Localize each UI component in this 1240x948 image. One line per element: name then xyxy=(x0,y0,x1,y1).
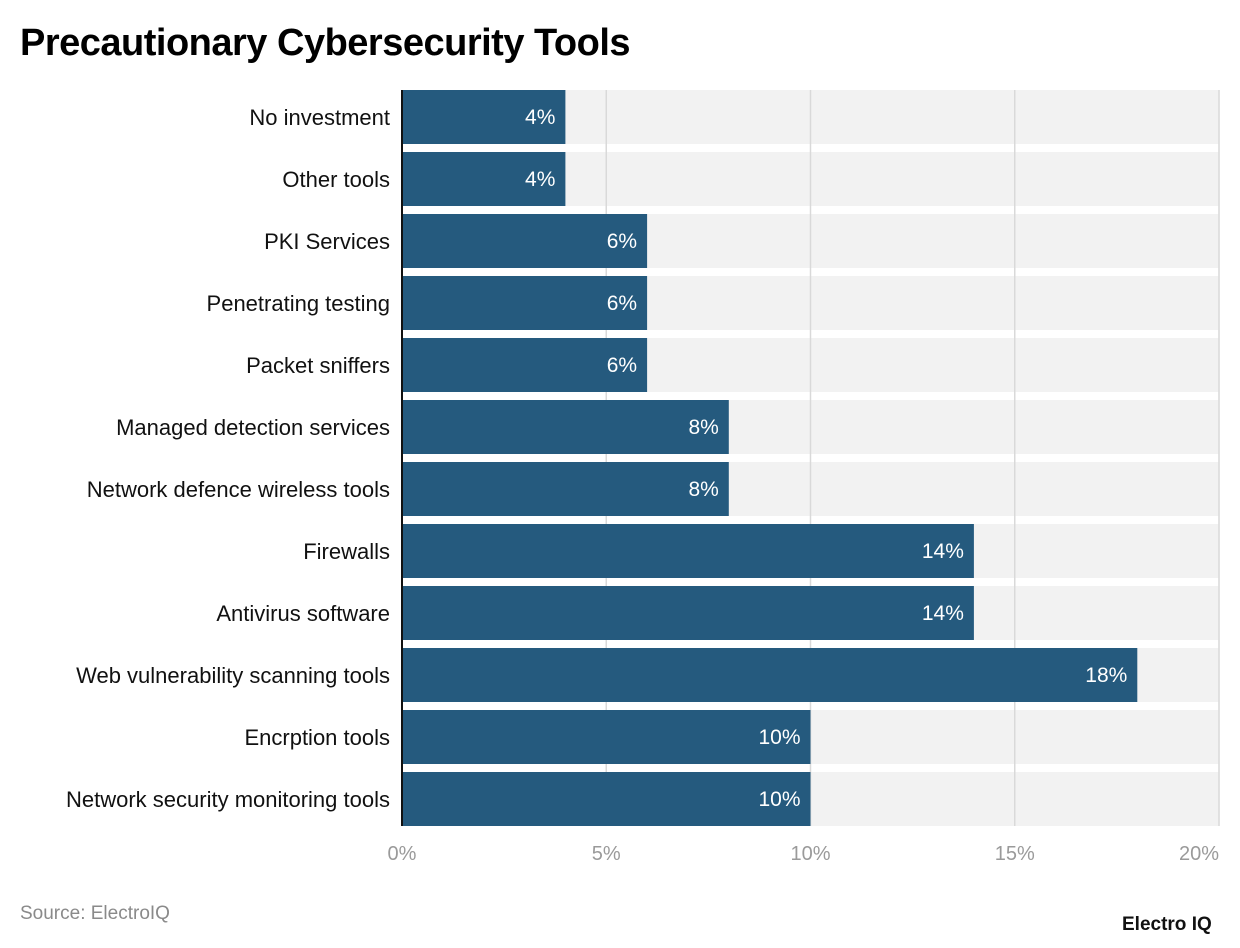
data-label: 8% xyxy=(688,478,718,501)
data-label: 4% xyxy=(525,168,555,191)
category-label: No investment xyxy=(249,105,390,130)
bar xyxy=(402,400,729,454)
chart-title: Precautionary Cybersecurity Tools xyxy=(20,22,631,64)
category-label: Antivirus software xyxy=(216,601,390,626)
category-label: Penetrating testing xyxy=(207,291,390,316)
data-label: 4% xyxy=(525,106,555,129)
category-label: Network defence wireless tools xyxy=(87,477,390,502)
data-label: 10% xyxy=(758,788,800,811)
x-tick-label: 5% xyxy=(592,843,621,865)
category-label: Packet sniffers xyxy=(246,353,390,378)
electroiq-logo: Electro IQ xyxy=(1122,914,1212,935)
category-label: Managed detection services xyxy=(116,415,390,440)
category-label: Firewalls xyxy=(303,539,390,564)
data-label: 14% xyxy=(922,540,964,563)
category-label: PKI Services xyxy=(264,229,390,254)
bar xyxy=(402,586,974,640)
bar xyxy=(402,276,648,330)
bar xyxy=(402,772,811,826)
data-label: 14% xyxy=(922,602,964,625)
data-label: 6% xyxy=(607,230,637,253)
category-label: Other tools xyxy=(282,167,390,192)
data-label: 10% xyxy=(758,726,800,749)
category-label: Network security monitoring tools xyxy=(66,787,390,812)
bar xyxy=(402,90,566,144)
x-tick-label: 0% xyxy=(388,843,417,865)
data-label: 6% xyxy=(607,292,637,315)
bar xyxy=(402,648,1138,702)
category-label: Web vulnerability scanning tools xyxy=(76,663,390,688)
bar xyxy=(402,152,566,206)
data-label: 8% xyxy=(688,416,718,439)
data-label: 18% xyxy=(1085,664,1127,687)
bar xyxy=(402,214,648,268)
x-tick-label: 10% xyxy=(790,843,830,865)
bar xyxy=(402,710,811,764)
category-label: Encrption tools xyxy=(244,725,390,750)
x-tick-label: 15% xyxy=(995,843,1035,865)
x-tick-label: 20% xyxy=(1179,843,1219,865)
bar xyxy=(402,462,729,516)
bar xyxy=(402,338,648,392)
data-label: 6% xyxy=(607,354,637,377)
source-note: Source: ElectroIQ xyxy=(20,903,170,924)
bar xyxy=(402,524,974,578)
